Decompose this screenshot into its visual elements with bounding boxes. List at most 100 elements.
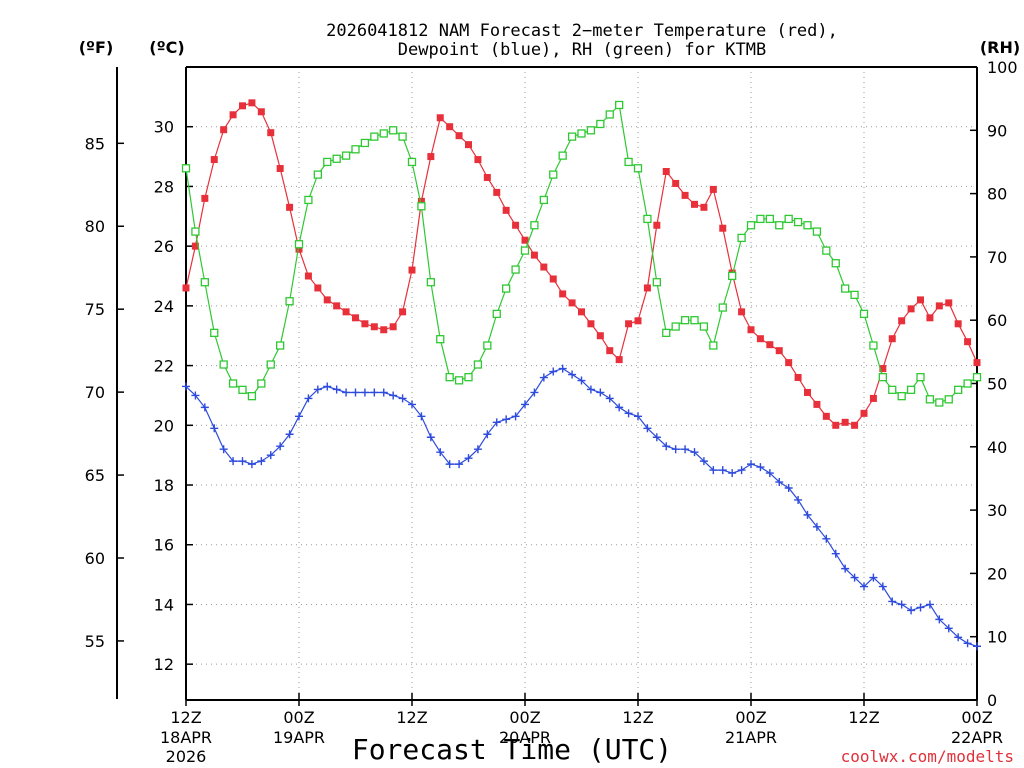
temperature-point <box>634 317 642 325</box>
temperature-point <box>191 242 199 250</box>
temperature-point <box>596 332 604 340</box>
rh-tick-label: 60 <box>987 311 1007 330</box>
dewpoint-point <box>502 415 511 424</box>
rh-point <box>219 360 228 369</box>
dewpoint-point <box>803 510 812 519</box>
temperature-point <box>201 194 209 202</box>
rh-point <box>869 341 878 350</box>
rh-point <box>662 328 671 338</box>
dewpoint-point <box>266 451 275 460</box>
rh-point <box>276 341 285 350</box>
temperature-point <box>700 203 708 211</box>
rh-point <box>822 246 831 255</box>
rh-point <box>417 202 426 211</box>
temperature-point <box>559 290 567 298</box>
chart-title-line-1: 2026041812 NAM Forecast 2−meter Temperat… <box>326 21 838 41</box>
rh-point <box>257 379 266 388</box>
dewpoint-point <box>916 603 925 612</box>
temperature-point <box>389 323 397 331</box>
rh-point <box>850 290 859 300</box>
dewpoint-point <box>841 564 850 573</box>
dewpoint-point <box>464 454 473 463</box>
rh-point <box>878 373 887 382</box>
temperature-point <box>427 153 435 161</box>
dewpoint-point <box>417 412 426 421</box>
temperature-point <box>851 421 859 429</box>
rh-point <box>812 227 822 236</box>
temperature-point <box>747 326 755 334</box>
temperature-point <box>888 335 896 343</box>
dewpoint-point <box>558 364 567 373</box>
dewpoint-point <box>247 460 256 469</box>
chart-title-line-2: Dewpoint (blue), RH (green) for KTMB <box>398 40 766 60</box>
dewpoint-point <box>812 522 821 531</box>
dewpoint-point <box>191 391 200 400</box>
celsius-tick-label: 28 <box>154 177 174 196</box>
dewpoint-point <box>200 403 209 412</box>
rh-point <box>360 138 370 148</box>
temperature-point <box>267 129 275 137</box>
rh-point <box>615 100 624 110</box>
temperature-point <box>521 236 529 244</box>
temperature-point <box>738 308 746 316</box>
temperature-point <box>474 156 482 164</box>
rh-tick-label: 20 <box>987 564 1007 583</box>
rh-point <box>633 164 643 173</box>
temperature-point <box>314 284 322 292</box>
time-tick-label: 00Z <box>961 708 992 727</box>
temperature-point <box>625 320 633 328</box>
rh-point <box>558 151 567 160</box>
rh-point <box>379 129 388 138</box>
rh-point <box>520 246 530 255</box>
temperature-point <box>832 421 840 429</box>
temperature-point <box>964 338 972 346</box>
temperature-point <box>898 317 906 325</box>
rh-point <box>351 145 360 154</box>
temperature-point <box>304 272 312 280</box>
temperature-point <box>709 185 717 193</box>
temperature-point <box>606 347 614 355</box>
dewpoint-point <box>276 442 285 451</box>
rh-point <box>671 322 680 331</box>
dewpoint-point <box>643 424 652 433</box>
fahrenheit-unit-label: (ºF) <box>79 38 114 57</box>
rh-point <box>643 214 652 224</box>
rh-point <box>586 126 596 135</box>
time-tick-label: 12Z <box>848 708 879 727</box>
rh-point <box>888 385 897 394</box>
axes <box>116 66 978 706</box>
dewpoint-point <box>530 388 539 397</box>
dewpoint-point <box>652 433 661 442</box>
celsius-tick-label: 26 <box>154 237 174 256</box>
temperature-point <box>323 296 331 304</box>
dewpoint-point <box>342 388 351 397</box>
dewpoint-point <box>285 430 294 439</box>
temperature-point <box>380 326 388 334</box>
rh-point <box>332 154 341 163</box>
temperature-point <box>775 347 783 355</box>
dewpoint-point <box>634 412 642 421</box>
fahrenheit-tick-label: 80 <box>85 217 105 236</box>
dewpoint-point <box>944 624 953 633</box>
time-tick-date-label: 18APR <box>160 728 212 747</box>
temperature-point <box>662 168 670 176</box>
dewpoint-point <box>869 573 878 582</box>
rh-point <box>294 240 304 249</box>
rh-point <box>407 157 417 167</box>
time-tick-label: 00Z <box>509 708 540 727</box>
rh-point <box>492 309 501 319</box>
dewpoint-point <box>662 442 671 451</box>
dewpoint-point <box>323 382 332 391</box>
dewpoint-point <box>295 412 303 421</box>
celsius-tick-label: 20 <box>154 416 174 435</box>
rh-point <box>539 195 548 205</box>
dewpoint-point <box>455 460 464 469</box>
dewpoint-point <box>473 445 482 454</box>
rh-point <box>793 217 803 227</box>
dewpoint-point <box>822 534 831 543</box>
dewpoint-point <box>182 382 190 391</box>
time-tick-label: 12Z <box>396 708 427 727</box>
temperature-point <box>973 359 981 367</box>
celsius-tick-label: 12 <box>154 655 174 674</box>
rh-point <box>859 309 869 319</box>
